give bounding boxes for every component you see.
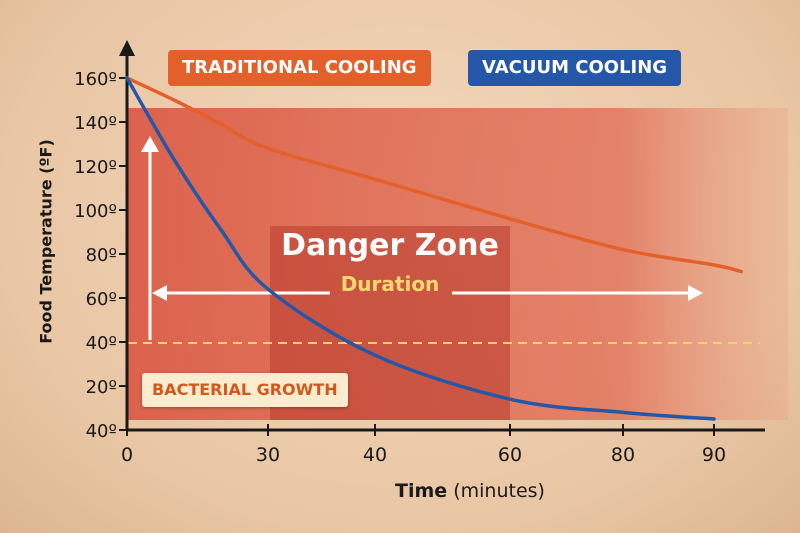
x-axis-label-unit: (minutes) <box>453 480 545 502</box>
x-tick-label: 0 <box>121 444 133 466</box>
duration-arrowhead-left <box>152 285 167 301</box>
y-tick-label: 160º <box>74 69 117 90</box>
y-tick-label: 40º <box>86 421 117 442</box>
duration-label: Duration <box>340 272 440 296</box>
y-axis-arrowhead <box>119 40 135 56</box>
bacterial-growth-label: BACTERIAL GROWTH <box>142 373 348 407</box>
vertical-arrowhead <box>141 136 159 152</box>
x-tick-label: 90 <box>702 444 726 466</box>
y-tick-label: 80º <box>86 245 117 266</box>
y-tick-label: 120º <box>74 157 117 178</box>
y-tick-label: 100º <box>74 201 117 222</box>
danger-zone-title: Danger Zone <box>281 228 499 263</box>
x-tick-label: 30 <box>256 444 280 466</box>
duration-arrowhead-right <box>688 285 703 301</box>
x-tick-label: 60 <box>498 444 522 466</box>
y-axis-label: Food Temperature (ºF) <box>36 139 56 344</box>
legend-traditional: TRADITIONAL COOLING <box>168 50 431 86</box>
y-tick-label: 60º <box>86 289 117 310</box>
x-axis-label-bold: Time <box>395 480 448 502</box>
x-axis-label: Time (minutes) <box>300 480 640 502</box>
y-tick-label: 40º <box>86 333 117 354</box>
legend-vacuum: VACUUM COOLING <box>468 50 682 86</box>
y-tick-label: 140º <box>74 113 117 134</box>
traditional-cooling-line <box>125 76 744 274</box>
y-tick-label: 20º <box>86 377 117 398</box>
x-tick-label: 80 <box>611 444 635 466</box>
vacuum-cooling-line <box>125 76 716 421</box>
x-tick-label: 40 <box>363 444 387 466</box>
